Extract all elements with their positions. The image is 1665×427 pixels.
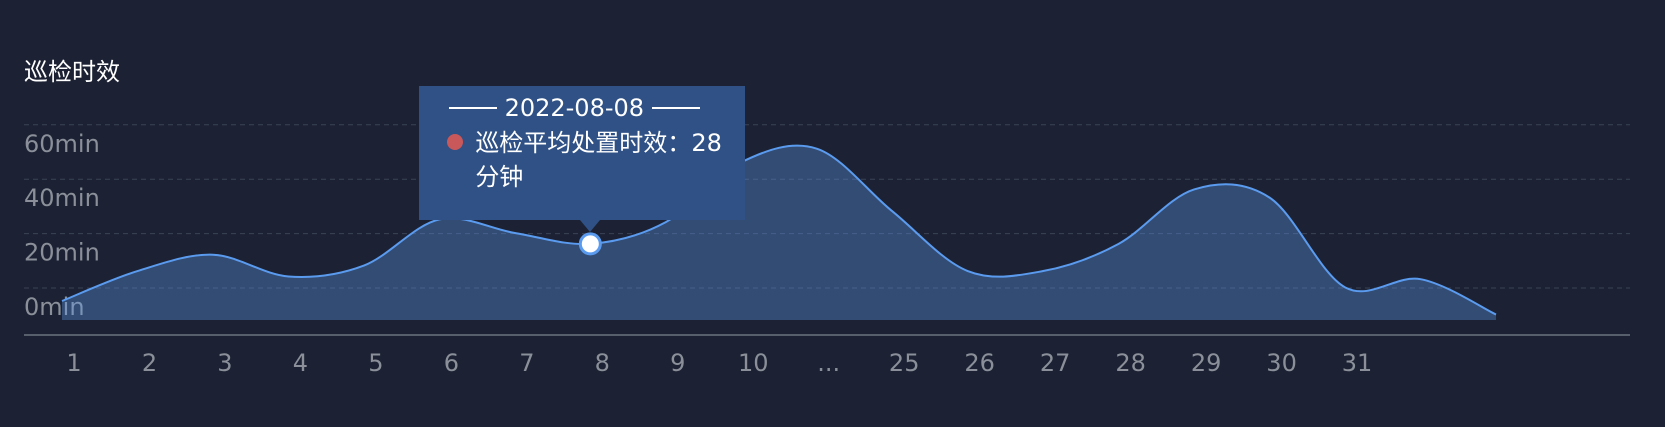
x-tick-label: 27 — [1040, 349, 1071, 377]
dash — [448, 106, 497, 109]
y-tick-label: 0min — [24, 293, 85, 321]
x-tick-label: 25 — [889, 349, 920, 377]
tooltip-value: 28 — [691, 128, 722, 157]
y-tick-label: 40min — [24, 184, 100, 212]
y-tick-label: 60min — [24, 130, 100, 158]
tooltip-date: 2022-08-08 — [504, 93, 645, 122]
x-tick-label: 1 — [66, 349, 81, 377]
tooltip-unit: 分钟 — [475, 162, 524, 191]
line — [61, 144, 1497, 316]
x-tick-label: 31 — [1342, 349, 1373, 377]
x-tick-label: 10 — [738, 349, 769, 377]
x-tick-label: 3 — [217, 349, 232, 377]
x-tick-label: ... — [817, 349, 840, 377]
tooltip-text: 巡检平均处置时效：28 分钟 — [475, 126, 733, 194]
y-tick-label: 20min — [24, 239, 100, 267]
x-tick-label: 28 — [1115, 349, 1146, 377]
x-tick-label: 9 — [670, 349, 685, 377]
x-tick-label: 4 — [293, 349, 308, 377]
chart-title: 巡检时效 — [24, 58, 120, 86]
x-tick-label: 30 — [1266, 349, 1297, 377]
tooltip: 2022-08-08 巡检平均处置时效：28 分钟 — [419, 85, 746, 232]
x-tick-label: 29 — [1191, 349, 1222, 377]
x-tick-label: 7 — [519, 349, 534, 377]
tooltip-row: 巡检平均处置时效：28 分钟 — [439, 126, 733, 194]
dash — [652, 106, 701, 109]
tooltip-arrow — [580, 219, 601, 232]
series-dot — [447, 133, 464, 150]
x-tick-label: 26 — [964, 349, 995, 377]
tooltip-header: 2022-08-08 — [439, 94, 709, 122]
x-tick-label: 6 — [444, 349, 459, 377]
tooltip-label: 巡检平均处置时效： — [475, 128, 692, 157]
x-tick-label: 8 — [595, 349, 610, 377]
x-tick-label: 2 — [142, 349, 157, 377]
x-tick-label: 5 — [368, 349, 383, 377]
area — [62, 145, 1496, 320]
highlight-point — [578, 232, 602, 256]
